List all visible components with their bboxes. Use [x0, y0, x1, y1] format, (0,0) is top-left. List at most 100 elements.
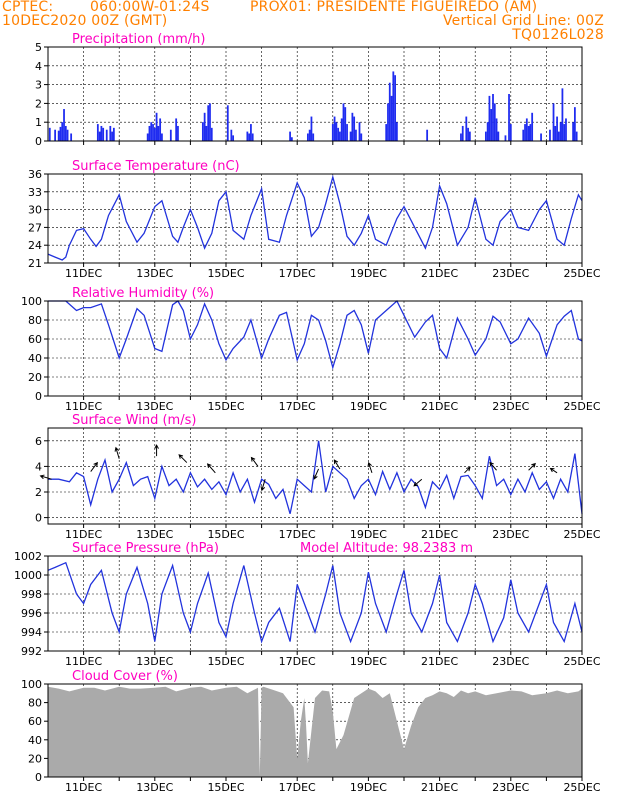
precip-bar	[105, 129, 108, 141]
precip-bar	[490, 109, 493, 141]
precip-bar	[390, 95, 393, 141]
precip-bar	[565, 118, 567, 141]
precip-bar	[63, 109, 65, 141]
precip-bar	[64, 125, 67, 141]
temp-y-tick-label: 27	[28, 221, 42, 234]
wind-x-tick-label: 17DEC	[279, 528, 316, 541]
temp-x-tick-label: 17DEC	[279, 267, 316, 280]
precip-bar	[344, 107, 347, 141]
wind-panel-title: Surface Wind (m/s)	[72, 413, 196, 428]
precip-y-tick-label: 2	[35, 97, 42, 110]
rh-y-tick-label: 20	[28, 371, 42, 384]
cloud-x-tick-label: 15DEC	[207, 781, 244, 794]
cloud-y-tick-label: 60	[28, 715, 42, 728]
temp-y-tick-label: 36	[28, 168, 42, 181]
precip-bar	[468, 131, 471, 141]
wind-x-tick-label: 23DEC	[492, 528, 529, 541]
wind-wind-arrow	[549, 467, 558, 474]
cloud-panel-frame	[47, 683, 583, 778]
precip-bar	[226, 105, 229, 141]
precip-bar	[161, 133, 163, 141]
precip-bar	[155, 112, 158, 141]
precip-bar	[355, 129, 357, 141]
precip-bar	[460, 133, 462, 141]
precip-bar	[290, 137, 293, 141]
precip-bar	[563, 124, 566, 141]
pres-x-tick-label: 25DEC	[563, 655, 600, 668]
precip-bar	[310, 116, 313, 141]
precip-bar	[340, 118, 343, 141]
rh-panel-frame	[47, 300, 583, 397]
pres-panel-frame	[47, 555, 583, 652]
precip-bar	[148, 125, 151, 141]
precip-bar	[467, 127, 469, 141]
pres-y-tick-label: 998	[21, 588, 42, 601]
precip-bar	[522, 129, 525, 141]
wind-y-tick-label: 4	[35, 460, 42, 473]
precip-bar	[159, 118, 162, 141]
precip-bar	[488, 95, 491, 141]
precip-bar	[388, 82, 391, 141]
cloud-x-tick-label: 17DEC	[279, 781, 316, 794]
pres-x-tick-label: 23DEC	[492, 655, 529, 668]
cloud-x-tick-label: 19DEC	[350, 781, 387, 794]
precip-bar	[312, 133, 315, 141]
cloud-x-tick-label: 13DEC	[136, 781, 173, 794]
wind-wind-arrow	[260, 479, 266, 492]
temp-panel-frame	[47, 173, 583, 264]
precip-bar	[346, 124, 348, 141]
precip-bar	[205, 125, 208, 141]
precip-bar	[394, 75, 396, 141]
wind-x-tick-label: 13DEC	[136, 528, 173, 541]
pres-y-tick-label: 1002	[14, 550, 42, 563]
precip-bar	[112, 127, 115, 141]
wind-x-tick-label: 19DEC	[350, 528, 387, 541]
wind-wind-arrow	[39, 474, 52, 480]
cloud-area	[48, 686, 582, 777]
pres-y-tick-label: 992	[21, 645, 42, 658]
precip-bar	[146, 133, 149, 141]
precip-bar	[169, 129, 172, 141]
precip-bar	[96, 124, 99, 141]
pres-panel-subtitle: Model Altitude: 98.2383 m	[300, 541, 473, 556]
precip-bar	[351, 112, 354, 141]
precip-bar	[392, 71, 395, 141]
precip-bar	[525, 118, 528, 141]
precip-bar	[349, 131, 352, 141]
precip-bar	[575, 131, 578, 141]
precip-bar	[207, 105, 210, 141]
header-model: TQ0126L028	[512, 27, 604, 43]
wind-wind-arrow	[178, 454, 188, 463]
precip-bar	[230, 129, 233, 141]
temp-y-tick-label: 33	[28, 186, 42, 199]
precip-bar	[331, 124, 334, 141]
wind-wind-arrow	[367, 461, 373, 473]
cloud-x-tick-label: 11DEC	[65, 781, 102, 794]
precip-bar	[48, 127, 51, 141]
wind-x-tick-label: 15DEC	[207, 528, 244, 541]
pres-series-line	[47, 561, 583, 644]
precip-panel-frame	[47, 46, 583, 142]
precip-bar	[70, 133, 73, 141]
rh-y-tick-label: 40	[28, 352, 42, 365]
precip-bar	[529, 124, 532, 141]
precip-bar	[465, 116, 468, 141]
rh-x-tick-label: 19DEC	[350, 400, 387, 413]
precip-bar	[203, 112, 206, 141]
temp-x-tick-label: 19DEC	[350, 267, 387, 280]
header-station: PROX01: PRESIDENTE FIGUEIREDO (AM)	[250, 0, 538, 15]
precip-bar	[248, 133, 251, 141]
precip-bar	[175, 118, 178, 141]
pres-y-tick-label: 994	[21, 626, 42, 639]
precip-bar	[59, 126, 62, 141]
precip-bar	[232, 135, 235, 141]
precip-bar	[484, 131, 487, 141]
temp-x-tick-label: 21DEC	[421, 267, 458, 280]
precip-bar	[572, 122, 574, 141]
temp-x-tick-label: 13DEC	[136, 267, 173, 280]
wind-wind-arrow	[250, 456, 259, 467]
rh-y-tick-label: 80	[28, 314, 42, 327]
precip-bar	[540, 133, 542, 141]
precip-bar	[251, 133, 254, 141]
precip-bar	[333, 116, 336, 141]
